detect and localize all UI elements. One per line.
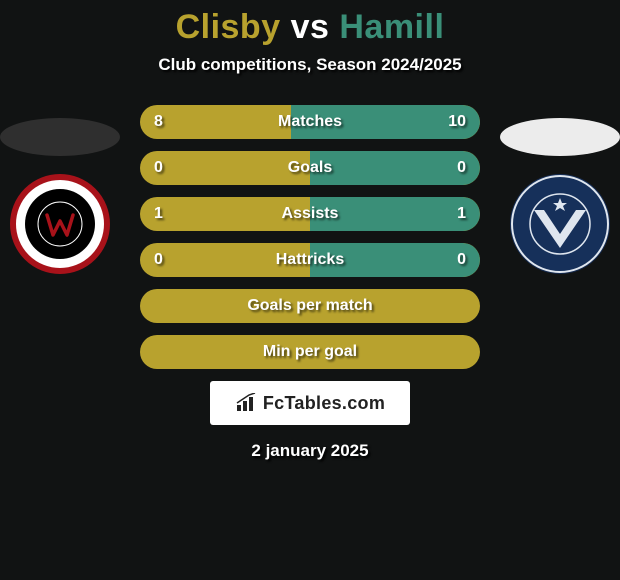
player-photo-placeholder	[0, 118, 120, 156]
stat-bar-goals-per-match: Goals per match	[140, 289, 480, 323]
stat-label: Hattricks	[276, 251, 344, 269]
stat-right-value: 1	[457, 205, 466, 223]
subtitle: Club competitions, Season 2024/2025	[0, 55, 620, 75]
player2-name: Hamill	[339, 8, 444, 46]
chart-icon	[235, 393, 259, 413]
stat-bar-fill	[310, 151, 480, 185]
fctables-logo: FcTables.com	[210, 381, 410, 425]
stat-label: Matches	[278, 113, 342, 131]
stat-right-value: 0	[457, 251, 466, 269]
player1-name: Clisby	[176, 8, 281, 46]
stat-label: Assists	[282, 205, 339, 223]
stat-right-value: 0	[457, 159, 466, 177]
stat-bars: 8 Matches 10 0 Goals 0 1 Assists 1 0 Hat…	[140, 105, 480, 369]
fctables-text: FcTables.com	[263, 393, 385, 414]
date-text: 2 january 2025	[0, 441, 620, 461]
stat-bar-hattricks: 0 Hattricks 0	[140, 243, 480, 277]
player-photo-placeholder	[500, 118, 620, 156]
mv-crest-icon	[510, 174, 610, 274]
stat-bar-assists: 1 Assists 1	[140, 197, 480, 231]
ws-badge-inner	[25, 189, 95, 259]
stat-label: Goals	[288, 159, 332, 177]
stat-label: Goals per match	[247, 297, 372, 315]
title-row: Clisby vs Hamill	[0, 8, 620, 47]
team-right-column	[500, 118, 620, 274]
team-right-badge	[510, 174, 610, 274]
stat-left-value: 1	[154, 205, 163, 223]
stat-left-value: 0	[154, 159, 163, 177]
ws-crest-icon	[37, 201, 83, 247]
stat-label: Min per goal	[263, 343, 357, 361]
team-left-column	[0, 118, 120, 274]
team-left-badge	[10, 174, 110, 274]
stat-right-value: 10	[448, 113, 466, 131]
stat-bar-matches: 8 Matches 10	[140, 105, 480, 139]
stat-bar-min-per-goal: Min per goal	[140, 335, 480, 369]
vs-separator: vs	[291, 8, 330, 46]
stat-bar-goals: 0 Goals 0	[140, 151, 480, 185]
stat-left-value: 0	[154, 251, 163, 269]
stat-left-value: 8	[154, 113, 163, 131]
